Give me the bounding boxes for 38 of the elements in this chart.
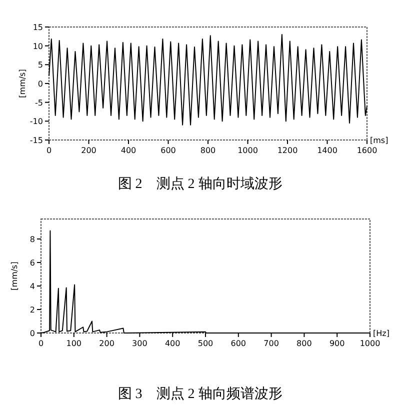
x-axis-title: [ms]: [370, 136, 388, 145]
x-tick-label: 200: [81, 146, 96, 155]
x-tick-label: 900: [329, 339, 345, 348]
y-tick-label: 0: [38, 80, 43, 88]
x-tick-label: 1000: [238, 146, 258, 155]
y-tick-label: -5: [35, 98, 43, 108]
x-tick-label: 500: [198, 339, 214, 348]
text: 图 2 测点 2 轴向时域波形: [118, 176, 282, 192]
y-tick-label: 5: [38, 60, 43, 70]
y-tick-label: 0: [30, 329, 35, 338]
y-axis-title: [mm/s]: [18, 69, 27, 98]
y-tick-label: -10: [30, 117, 43, 126]
x-tick-label: 400: [164, 339, 180, 348]
x-tick-label: 800: [296, 339, 312, 348]
x-tick-label: 1200: [277, 146, 298, 155]
x-tick-label: 200: [99, 339, 114, 348]
x-tick-label: 400: [120, 146, 136, 155]
y-tick-label: 10: [32, 42, 43, 51]
y-tick-label: -15: [30, 136, 43, 145]
x-tick-label: 0: [46, 146, 52, 155]
y-tick-label: 6: [30, 258, 35, 268]
x-tick-label: 600: [230, 339, 246, 348]
text: 图 3 测点 2 轴向频谱波形: [118, 386, 282, 402]
x-tick-label: 1000: [360, 339, 380, 348]
x-tick-label: 600: [160, 146, 176, 155]
y-tick-label: 15: [32, 23, 43, 32]
x-tick-label: 300: [132, 339, 148, 348]
x-tick-label: 100: [66, 339, 82, 348]
x-axis-title: [Hz]: [373, 329, 390, 338]
y-axis-title: [mm/s]: [10, 262, 19, 290]
y-tick-label: 2: [30, 305, 35, 314]
x-tick-label: 800: [200, 146, 216, 155]
x-tick-label: 1400: [317, 146, 338, 155]
x-tick-label: 700: [264, 339, 279, 348]
x-tick-label: 1600: [356, 146, 378, 155]
y-tick-label: 8: [30, 234, 35, 244]
y-tick-label: 4: [30, 282, 35, 291]
line-series: [48, 34, 368, 126]
